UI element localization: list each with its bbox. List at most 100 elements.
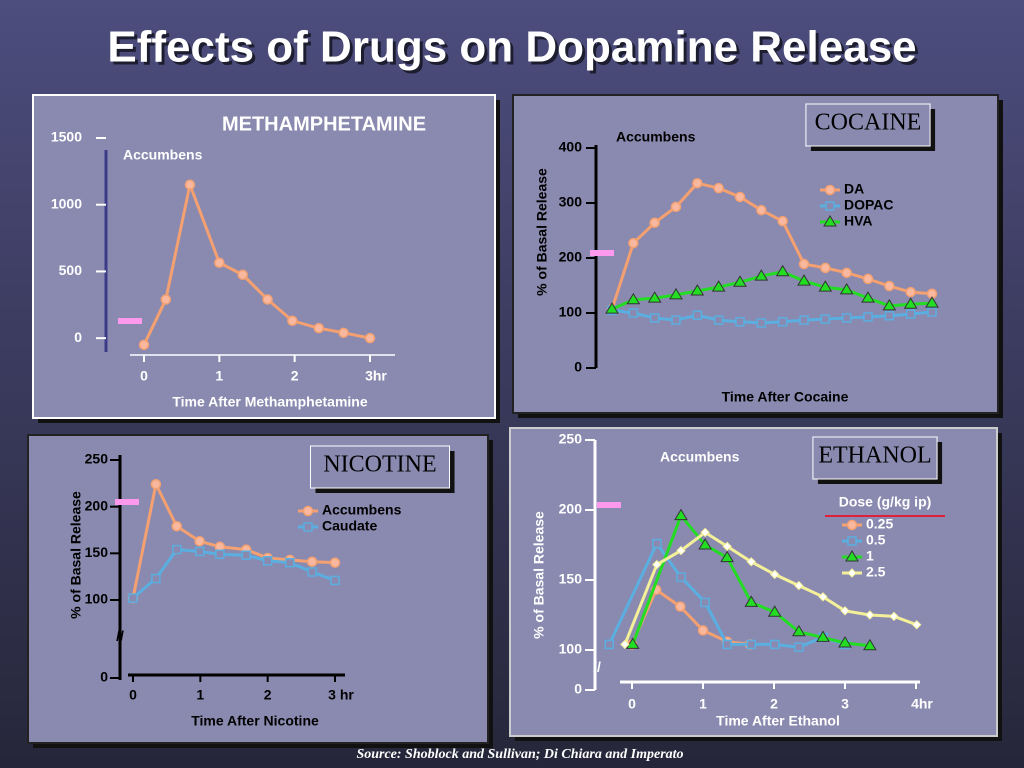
title-box [805, 103, 931, 147]
y-tick-label: 1500 [51, 129, 82, 145]
data-point [670, 201, 682, 213]
chart-title: COCAINE [815, 110, 922, 136]
x-tick-label: 4hr [911, 696, 933, 712]
x-tick-label: 3 [841, 696, 849, 712]
series-line [610, 181, 933, 310]
x-tick-label: 0 [140, 368, 148, 384]
data-point [862, 273, 874, 285]
panel [32, 94, 496, 419]
data-point [722, 541, 732, 552]
title-box [309, 445, 451, 489]
data-point [818, 592, 828, 602]
y-axis-label: % of Basal Release [534, 168, 550, 296]
source: Source: Shoblock and Sullivan; Di Chiara… [356, 747, 683, 762]
data-point [338, 327, 349, 339]
title-shadow: Effects of Drugs on Dopamine Release [110, 26, 919, 75]
data-point [839, 282, 854, 295]
data-point [237, 269, 248, 281]
x-axis-label: Time After Nicotine [191, 713, 319, 729]
y-axis-label: % of Basal Release [68, 491, 84, 619]
legend-marker [823, 215, 837, 227]
data-point [713, 315, 724, 325]
data-point [194, 535, 205, 547]
axis-break: // [593, 659, 601, 675]
chart: METHAMPHETAMINE Accumbens Time After Metha… [51, 113, 426, 409]
x-axis-label: Time After Cocaine [722, 389, 849, 405]
data-point [150, 479, 162, 490]
data-point [746, 557, 756, 567]
x-tick-label: 1 [699, 696, 707, 712]
basal-marker [115, 499, 139, 505]
data-point [769, 639, 780, 650]
chart-title: ETHANOL [818, 443, 931, 469]
series-line [132, 548, 336, 600]
chart-title: METHAMPHETAMINE [222, 113, 426, 135]
y-tick-label: 100 [559, 641, 583, 657]
data-point [756, 318, 767, 328]
data-point [884, 311, 895, 321]
data-point [215, 549, 225, 560]
legend-label: 1 [866, 548, 874, 564]
chart-title: NICOTINE [323, 452, 436, 478]
x-tick-label: 3 hr [328, 687, 354, 703]
legend-marker [303, 522, 313, 532]
x-axis-label: Time After Methamphetamine [172, 394, 367, 410]
data-point [799, 315, 809, 325]
data-point [818, 280, 833, 292]
legend-marker [302, 505, 314, 517]
data-point [841, 313, 852, 323]
y-tick-label: 300 [559, 194, 583, 210]
data-point [307, 567, 317, 577]
y-tick-label: 0 [100, 669, 108, 685]
data-point [628, 308, 639, 318]
data-point [882, 298, 897, 311]
x-tick-label: 0 [628, 696, 636, 712]
data-point [652, 538, 662, 549]
data-point [676, 545, 686, 556]
y-tick-label: 0 [74, 329, 82, 345]
data-point [306, 556, 318, 567]
data-point [770, 569, 780, 580]
legend-marker [845, 550, 859, 562]
data-point [262, 294, 273, 305]
data-point [652, 559, 662, 570]
data-point [649, 313, 660, 323]
data-point [794, 642, 804, 652]
data-point [313, 322, 325, 334]
data-point [676, 572, 686, 582]
series-line [131, 479, 336, 599]
data-point [700, 597, 710, 608]
annotation: Accumbens [123, 147, 203, 163]
data-point [626, 292, 641, 305]
legend-label: Caudate [322, 518, 377, 534]
data-point [905, 309, 916, 319]
data-point [151, 573, 161, 584]
legend-label: 0.5 [866, 532, 886, 548]
data-point [692, 310, 703, 320]
data-point [798, 258, 810, 270]
basal-marker [118, 318, 142, 324]
data-point [605, 302, 619, 314]
data-point [184, 179, 196, 190]
data-point [777, 215, 788, 227]
data-point [713, 182, 724, 194]
y-axis-label: % of Basal Release [531, 511, 547, 639]
data-point [840, 606, 850, 616]
data-point [128, 593, 138, 603]
y-tick-label: 250 [559, 431, 583, 447]
y-tick-label: 250 [85, 451, 109, 467]
data-point [777, 317, 788, 327]
data-point [171, 521, 183, 532]
data-point [649, 217, 660, 229]
data-point [287, 315, 298, 327]
x-tick-label: 0 [129, 687, 137, 703]
data-point [746, 639, 757, 650]
x-tick-label: 2 [770, 696, 778, 712]
legend-label: 2.5 [866, 564, 886, 580]
x-axis-label: Time After Ethanol [716, 713, 840, 729]
data-point [647, 291, 662, 303]
data-point [775, 264, 790, 277]
data-point [172, 544, 182, 555]
y-tick-label: 400 [559, 139, 583, 155]
data-point [794, 580, 804, 591]
